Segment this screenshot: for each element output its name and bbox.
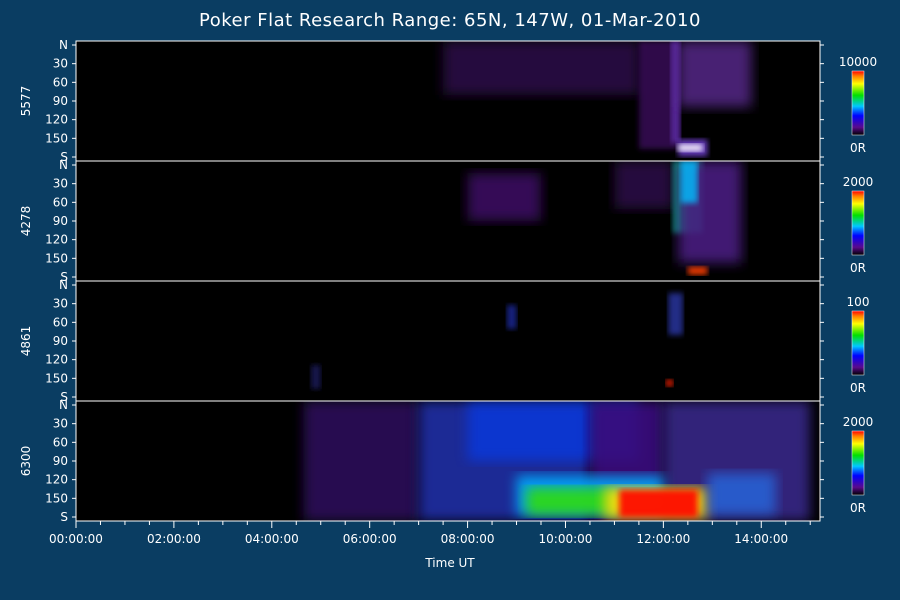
y-tick-label: 60 <box>53 315 68 329</box>
emission-intensity <box>443 41 752 157</box>
colorbar <box>851 310 865 376</box>
emission-patch <box>443 41 639 95</box>
y-tick-label: 60 <box>53 195 68 209</box>
emission-patch <box>665 379 674 387</box>
wavelength-label: 4278 <box>19 206 33 237</box>
colorbar-min-label: 0R <box>850 381 866 395</box>
y-tick-label: N <box>59 158 68 172</box>
y-tick-label: N <box>59 278 68 292</box>
y-tick-label: 120 <box>45 113 68 127</box>
y-tick-label: 120 <box>45 473 68 487</box>
colorbar-max-label: 2000 <box>843 175 874 189</box>
x-tick-label: 10:00:00 <box>539 532 593 546</box>
colorbar <box>851 190 865 256</box>
emission-intensity <box>310 293 683 389</box>
wavelength-label: 6300 <box>19 446 33 477</box>
colorbar-max-label: 100 <box>847 295 870 309</box>
y-tick-label: S <box>60 270 68 284</box>
colorbar-max-label: 10000 <box>839 55 877 69</box>
y-tick-label: S <box>60 150 68 164</box>
colorbar <box>851 430 865 496</box>
x-tick-label: 12:00:00 <box>636 532 690 546</box>
emission-patch <box>526 487 615 515</box>
x-tick-label: 00:00:00 <box>49 532 103 546</box>
y-tick-label: 150 <box>45 131 68 145</box>
emission-patch <box>678 144 703 152</box>
panel-6300: N 30 60 90 120 150 S 6300 2000 0R <box>19 398 873 524</box>
panel-4861: N 30 60 90 120 150 S 4861 100 0R <box>19 278 869 404</box>
y-tick-label: 30 <box>53 417 68 431</box>
x-tick-label: 02:00:00 <box>147 532 201 546</box>
y-tick-label: 90 <box>53 454 68 468</box>
x-tick-label: 06:00:00 <box>343 532 397 546</box>
colorbar-min-label: 0R <box>850 261 866 275</box>
emission-intensity <box>303 401 811 521</box>
emission-patch <box>310 365 321 389</box>
panel-plot-area <box>76 281 820 401</box>
y-tick-label: 150 <box>45 371 68 385</box>
y-tick-label: S <box>60 390 68 404</box>
y-tick-label: 30 <box>53 177 68 191</box>
y-tick-label: 150 <box>45 491 68 505</box>
colorbar-max-label: 2000 <box>843 415 874 429</box>
colorbar-min-label: 0R <box>850 141 866 155</box>
y-tick-label: 120 <box>45 353 68 367</box>
wavelength-label: 4861 <box>19 326 33 357</box>
y-tick-label: 30 <box>53 297 68 311</box>
x-axis-label: Time UT <box>425 556 475 570</box>
colorbar <box>851 70 865 136</box>
x-tick-label: 08:00:00 <box>441 532 495 546</box>
chart-title: Poker Flat Research Range: 65N, 147W, 01… <box>199 10 701 31</box>
colorbar-min-label: 0R <box>850 501 866 515</box>
panel-5577: N 30 60 90 120 150 S 5577 10000 0R <box>19 38 877 164</box>
wavelength-label: 5577 <box>19 86 33 117</box>
emission-patch <box>670 41 681 143</box>
y-tick-label: 90 <box>53 214 68 228</box>
y-tick-label: 90 <box>53 94 68 108</box>
emission-patch <box>619 489 698 518</box>
emission-patch <box>707 473 776 515</box>
panel-4278: N 30 60 90 120 150 S 4278 2000 0R <box>19 158 873 284</box>
emission-patch <box>687 266 708 275</box>
emission-patch <box>467 173 541 221</box>
emission-patch <box>303 401 419 521</box>
emission-patch <box>680 161 698 203</box>
emission-patch <box>614 161 674 209</box>
y-tick-label: S <box>60 510 68 524</box>
y-tick-label: 60 <box>53 75 68 89</box>
y-tick-label: 150 <box>45 251 68 265</box>
emission-patch <box>668 293 683 335</box>
emission-intensity <box>467 161 742 275</box>
y-tick-label: N <box>59 398 68 412</box>
y-tick-label: 120 <box>45 233 68 247</box>
y-tick-label: 30 <box>53 57 68 71</box>
x-tick-label: 14:00:00 <box>734 532 788 546</box>
x-tick-label: 04:00:00 <box>245 532 299 546</box>
emission-patch <box>678 41 752 107</box>
emission-patch <box>506 305 517 329</box>
y-tick-label: 60 <box>53 435 68 449</box>
y-tick-label: 90 <box>53 334 68 348</box>
y-tick-label: N <box>59 38 68 52</box>
